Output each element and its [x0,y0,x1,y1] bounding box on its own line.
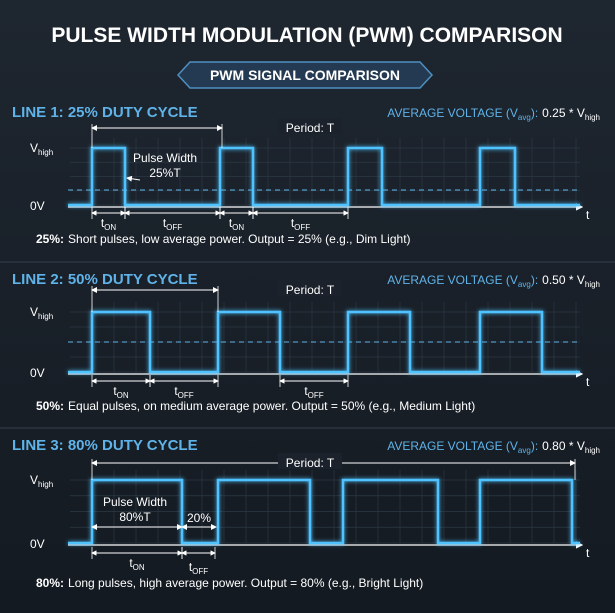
waveform [68,478,580,545]
pulse-width-label: 80%T [119,510,151,524]
banner: PWM SIGNAL COMPARISON [210,67,400,83]
y-high-label: Vhigh [30,141,53,157]
dimension-label: tOFF [189,560,208,576]
x-axis-label: t [586,375,590,389]
panel-heading: LINE 1: 25% DUTY CYCLE [12,104,198,121]
y-high-label: Vhigh [30,305,53,321]
y-low-label: 0V [30,199,45,213]
period-label: Period: T [286,121,335,135]
average-voltage: AVERAGE VOLTAGE (Vavg): 0.25 * Vhigh [387,106,600,122]
caption-text: Long pulses, high average power. Output … [68,576,423,590]
period-label: Period: T [286,456,335,470]
y-high-label-sub: high [38,148,53,157]
avg-label: AVERAGE VOLTAGE (V [387,273,518,287]
avg-label-sub: avg [518,113,531,122]
avg-value-sub: high [585,280,600,289]
x-axis-label: t [586,208,590,222]
caption-text: Short pulses, low average power. Output … [68,232,411,246]
dimension-label-base: t [189,560,193,574]
avg-label-end: ): [531,439,538,453]
y-high-label-base: V [30,305,38,319]
dimension-label-base: t [304,384,308,398]
average-voltage: AVERAGE VOLTAGE (Vavg): 0.50 * Vhigh [387,273,600,289]
avg-value-sub: high [585,446,600,455]
dimension-label-sub: OFF [178,391,194,400]
caption: 25%: Short pulses, low average power. Out… [36,232,411,246]
dimension-label-sub: ON [133,563,145,572]
caption: 80%: Long pulses, high average power. Out… [36,576,423,590]
dimension-label-base: t [129,556,133,570]
panel-heading: LINE 2: 50% DUTY CYCLE [12,271,198,288]
caption-bold: 25%: [36,232,64,246]
period-label: Period: T [286,283,335,297]
dimension-label-base: t [163,216,167,230]
y-high-label-sub: high [38,312,53,321]
dimension-label-sub: OFF [192,567,208,576]
pulse-width-label: Pulse Width [133,151,197,165]
y-high-label: Vhigh [30,473,53,489]
dimension-label-base: t [174,384,178,398]
dimension-label: tON [101,216,117,232]
dimension-label-sub: OFF [166,223,182,232]
dimension-label-base: t [229,216,233,230]
dimension-label: tON [129,556,145,572]
avg-value: 0.80 * V [542,439,585,453]
pulse-width-label: 25%T [149,166,181,180]
y-high-label-base: V [30,473,38,487]
off-percent-label: 20% [187,511,211,525]
dimension-label-base: t [101,216,105,230]
dimension-label: tOFF [174,384,193,400]
dimension-label-sub: OFF [294,223,310,232]
y-low-label: 0V [30,366,45,380]
period-label-bg [278,280,342,296]
banner-box [176,61,434,89]
caption-bold: 50%: [36,399,64,413]
period-label-bg [278,118,342,134]
waveform [68,310,580,374]
average-voltage: AVERAGE VOLTAGE (Vavg): 0.80 * Vhigh [387,439,600,455]
title: PULSE WIDTH MODULATION (PWM) COMPARISON [51,24,562,47]
dimension-label: tOFF [304,384,323,400]
dimension-label-base: t [291,216,295,230]
avg-label-sub: avg [518,280,531,289]
avg-value-sub: high [585,113,600,122]
avg-label-sub: avg [518,446,531,455]
x-axis-label: t [586,546,590,560]
caption-text: Equal pulses, on medium average power. O… [68,399,475,413]
waveform [68,146,580,207]
avg-label-end: ): [531,273,538,287]
dimension-label-sub: ON [117,391,129,400]
y-low-label: 0V [30,537,45,551]
caption: 50%: Equal pulses, on medium average powe… [36,399,475,413]
dimension-label-sub: ON [232,223,244,232]
avg-label-end: ): [531,106,538,120]
dimension-label-sub: ON [104,223,116,232]
dimension-label-sub: OFF [308,391,324,400]
avg-label: AVERAGE VOLTAGE (V [387,106,518,120]
pulse-width-label: Pulse Width [103,495,167,509]
dimension-label: tON [229,216,245,232]
dimension-label: tON [113,384,129,400]
avg-label: AVERAGE VOLTAGE (V [387,439,518,453]
avg-value: 0.25 * V [542,106,585,120]
caption-bold: 80%: [36,576,64,590]
pulse-width-pointer [126,175,141,182]
avg-value: 0.50 * V [542,273,585,287]
dimension-label: tOFF [163,216,182,232]
period-label-bg [278,453,342,469]
dimension-label-base: t [113,384,117,398]
dimension-label: tOFF [291,216,310,232]
panel-heading: LINE 3: 80% DUTY CYCLE [12,437,198,454]
y-high-label-base: V [30,141,38,155]
y-high-label-sub: high [38,480,53,489]
